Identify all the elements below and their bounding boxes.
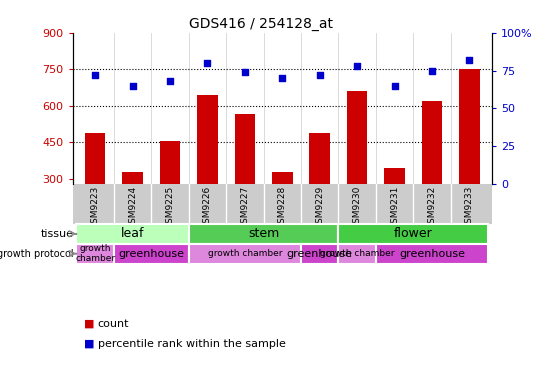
Bar: [114, 244, 189, 264]
Point: [428, 68, 437, 74]
Bar: [310, 133, 330, 184]
Point: [390, 83, 399, 89]
Text: growth chamber: growth chamber: [320, 249, 395, 258]
Bar: [160, 141, 181, 184]
Bar: [85, 133, 106, 184]
Point: [165, 78, 174, 84]
Bar: [272, 172, 292, 184]
Title: GDS416 / 254128_at: GDS416 / 254128_at: [190, 16, 333, 30]
Bar: [77, 244, 114, 264]
Text: GSM9229: GSM9229: [315, 186, 324, 229]
Text: percentile rank within the sample: percentile rank within the sample: [98, 339, 286, 349]
Bar: [235, 115, 255, 184]
Bar: [301, 244, 338, 264]
Text: greenhouse: greenhouse: [399, 249, 465, 259]
Text: ■: ■: [84, 339, 94, 349]
Text: GSM9227: GSM9227: [240, 186, 249, 229]
Point: [240, 69, 249, 75]
Text: growth
chamber: growth chamber: [75, 244, 115, 263]
Text: greenhouse: greenhouse: [287, 249, 353, 259]
Text: GSM9231: GSM9231: [390, 186, 399, 229]
Point: [465, 57, 474, 63]
Bar: [384, 168, 405, 184]
Bar: [376, 244, 488, 264]
Point: [353, 63, 362, 69]
Bar: [338, 244, 376, 264]
Text: GSM9225: GSM9225: [165, 186, 174, 229]
Bar: [347, 92, 367, 184]
Text: growth protocol: growth protocol: [0, 249, 73, 259]
Text: GSM9226: GSM9226: [203, 186, 212, 229]
Text: flower: flower: [394, 227, 433, 240]
Text: GSM9232: GSM9232: [428, 186, 437, 229]
Text: GSM9228: GSM9228: [278, 186, 287, 229]
Text: count: count: [98, 319, 129, 329]
Text: GSM9223: GSM9223: [91, 186, 100, 229]
Point: [91, 72, 100, 78]
Point: [128, 83, 137, 89]
Bar: [459, 70, 480, 184]
Point: [203, 60, 212, 66]
Text: tissue: tissue: [40, 229, 73, 239]
Bar: [77, 224, 189, 244]
Text: greenhouse: greenhouse: [119, 249, 184, 259]
Text: leaf: leaf: [121, 227, 144, 240]
Bar: [122, 172, 143, 184]
Bar: [197, 95, 217, 184]
Text: GSM9230: GSM9230: [353, 186, 362, 229]
Bar: [421, 101, 442, 184]
Bar: [189, 244, 301, 264]
Text: GSM9233: GSM9233: [465, 186, 474, 229]
Bar: [338, 224, 488, 244]
Point: [278, 75, 287, 81]
Bar: [189, 224, 338, 244]
Point: [315, 72, 324, 78]
Text: growth chamber: growth chamber: [207, 249, 282, 258]
Text: GSM9224: GSM9224: [128, 186, 137, 229]
Text: stem: stem: [248, 227, 279, 240]
Text: ■: ■: [84, 319, 94, 329]
